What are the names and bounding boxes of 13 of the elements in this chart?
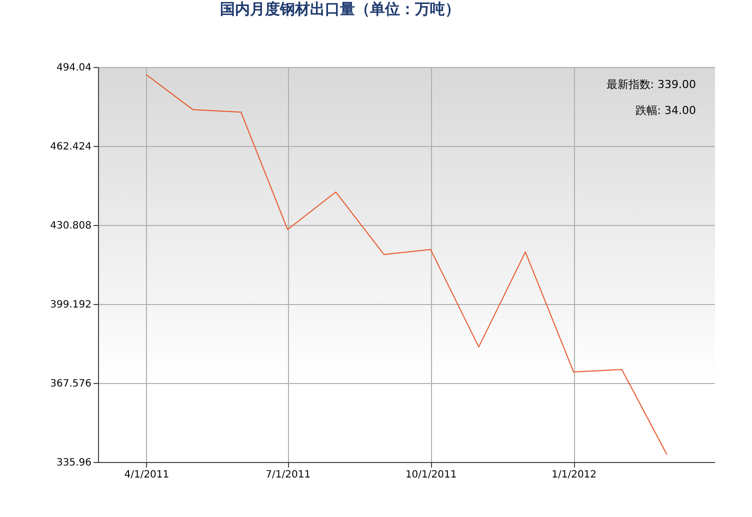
- y-tick-label: 494.04: [56, 62, 92, 74]
- chart-title: 国内月度钢材出口量（单位：万吨）: [219, 0, 461, 20]
- x-tick-label: 7/1/2011: [266, 470, 311, 480]
- x-tick-label: 1/1/2012: [552, 470, 597, 480]
- annotation: 最新指数: 339.00: [606, 78, 696, 91]
- y-tick-label: 430.808: [50, 220, 92, 232]
- y-tick-label: 462.424: [50, 142, 92, 152]
- annotation: 跌幅: 34.00: [635, 104, 696, 117]
- x-tick-label: 10/1/2011: [405, 470, 457, 480]
- y-tick-label: 335.96: [56, 458, 92, 468]
- y-tick-label: 399.192: [50, 300, 92, 310]
- y-tick-label: 367.576: [50, 378, 92, 390]
- x-tick-label: 4/1/2011: [124, 470, 170, 480]
